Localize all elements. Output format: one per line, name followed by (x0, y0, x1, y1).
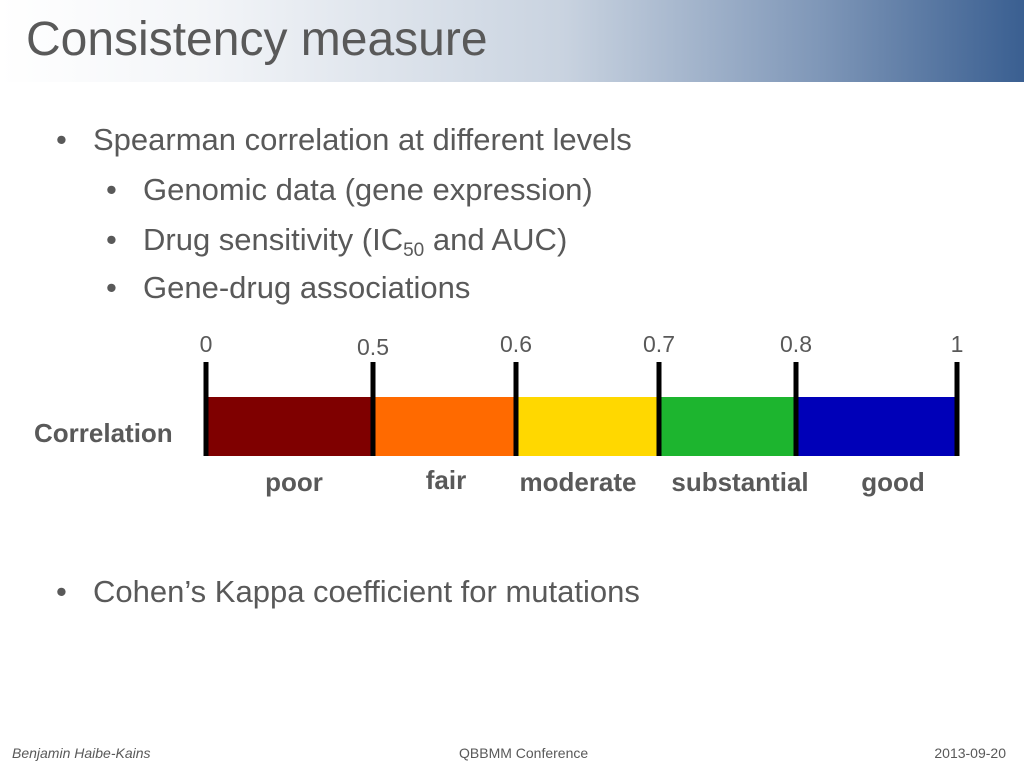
bullet-dot: • (106, 172, 117, 207)
bullet-dot: • (106, 270, 117, 305)
correlation-label: Correlation (34, 418, 173, 448)
segment-moderate (516, 397, 659, 456)
segment-poor (206, 397, 373, 456)
tick-label-0.6: 0.6 (500, 331, 532, 357)
segment-fair (373, 397, 516, 456)
footer-author: Benjamin Haibe-Kains (12, 745, 151, 761)
category-moderate: moderate (519, 467, 637, 497)
drug-text-after: and AUC) (424, 222, 568, 257)
category-fair: fair (425, 465, 467, 495)
bullet-text: Spearman correlation at different levels (93, 122, 632, 157)
category-poor: poor (265, 467, 323, 497)
tick-0.7 (656, 362, 662, 456)
bullet-text: Gene-drug associations (143, 270, 471, 305)
segment-substantial (659, 397, 796, 456)
bullet-text: Cohen’s Kappa coefficient for mutations (93, 574, 640, 609)
bullet-dot: • (56, 574, 67, 609)
tick-label-0.5: 0.5 (357, 334, 389, 360)
bullet-text: Genomic data (gene expression) (143, 172, 593, 207)
tick-label-1: 1 (950, 331, 964, 357)
bullet-dot: • (56, 122, 67, 157)
tick-label-0: 0 (199, 331, 213, 357)
tick-label-0.7: 0.7 (643, 331, 675, 357)
footer-conference: QBBMM Conference (459, 745, 589, 761)
tick-0.8 (793, 362, 799, 456)
bullet-dot: • (106, 222, 117, 257)
footer-date: 2013-09-20 (934, 745, 1006, 761)
tick-0.6 (513, 362, 519, 456)
tick-0 (203, 362, 209, 456)
title-bar (0, 0, 1024, 82)
segment-good (796, 397, 957, 456)
drug-text: Drug sensitivity (IC (143, 222, 404, 257)
bullet-text-drug: Drug sensitivity (IC50 and AUC) (143, 222, 568, 261)
tick-1 (954, 362, 960, 456)
tick-0.5 (370, 362, 376, 456)
category-substantial: substantial (671, 467, 809, 497)
slide-title: Consistency measure (26, 13, 488, 66)
ic50-subscript: 50 (403, 240, 425, 261)
category-good: good (861, 467, 925, 497)
tick-label-0.8: 0.8 (780, 331, 812, 357)
